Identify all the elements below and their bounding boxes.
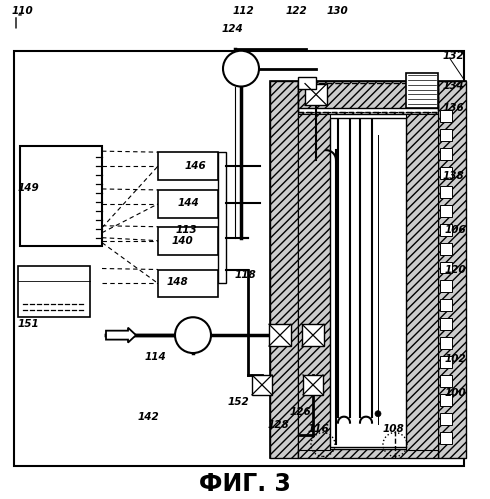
Bar	[158, 227, 218, 254]
Bar	[158, 190, 218, 218]
Bar	[303, 375, 323, 395]
Bar	[440, 224, 452, 236]
Bar	[440, 337, 452, 349]
Bar	[20, 146, 102, 246]
Bar	[440, 375, 452, 387]
Text: ФИГ. 3: ФИГ. 3	[199, 473, 291, 497]
FancyArrow shape	[106, 328, 136, 343]
Circle shape	[223, 51, 259, 86]
Text: 149: 149	[17, 183, 39, 193]
Bar	[440, 243, 452, 254]
Bar	[440, 394, 452, 406]
Bar	[440, 299, 452, 311]
Bar	[270, 80, 298, 459]
Bar	[440, 261, 452, 273]
Text: 118: 118	[234, 270, 256, 280]
Bar	[440, 280, 452, 292]
Bar	[440, 148, 452, 160]
Circle shape	[375, 411, 381, 417]
Text: 112: 112	[232, 6, 254, 16]
Bar	[440, 205, 452, 217]
Text: 142: 142	[137, 412, 159, 422]
Bar	[440, 110, 452, 122]
Text: 126: 126	[289, 407, 311, 417]
Bar	[298, 449, 438, 459]
Text: 120: 120	[444, 264, 466, 274]
Bar	[440, 186, 452, 198]
Bar	[440, 413, 452, 425]
Text: 100: 100	[444, 388, 466, 398]
Bar	[252, 375, 272, 395]
Bar	[14, 51, 464, 467]
Bar	[406, 114, 438, 451]
Bar	[158, 152, 218, 180]
Bar	[438, 80, 466, 459]
Bar	[330, 118, 406, 447]
Text: 134: 134	[442, 80, 464, 90]
Text: 138: 138	[442, 171, 464, 181]
Text: 108: 108	[382, 424, 404, 434]
Text: 152: 152	[227, 397, 249, 407]
Bar	[298, 82, 438, 112]
Bar	[270, 80, 466, 459]
Bar	[440, 356, 452, 368]
Text: 122: 122	[285, 6, 307, 16]
Text: 140: 140	[171, 236, 193, 246]
Text: 146: 146	[184, 161, 206, 171]
Bar	[158, 269, 218, 297]
Text: 124: 124	[221, 24, 243, 34]
Bar	[18, 265, 90, 317]
Circle shape	[175, 317, 211, 353]
Text: 114: 114	[144, 352, 166, 362]
Bar	[269, 324, 291, 346]
Bar	[298, 114, 436, 451]
Text: 113: 113	[175, 225, 197, 235]
Bar	[440, 318, 452, 330]
Text: 102: 102	[444, 354, 466, 364]
Bar	[298, 114, 330, 451]
Text: 144: 144	[177, 198, 199, 208]
Text: 148: 148	[166, 277, 188, 287]
Bar	[305, 83, 327, 105]
Text: 110: 110	[11, 6, 33, 16]
Bar	[440, 129, 452, 141]
Text: 130: 130	[326, 6, 348, 16]
Bar	[406, 72, 438, 108]
Bar	[440, 432, 452, 444]
Bar	[298, 76, 316, 88]
Bar	[298, 80, 438, 108]
Bar	[272, 82, 464, 112]
Text: 128: 128	[267, 420, 289, 430]
Text: 136: 136	[442, 103, 464, 113]
Bar	[440, 167, 452, 179]
Text: 106: 106	[444, 225, 466, 235]
Text: 132: 132	[442, 51, 464, 61]
Bar	[302, 324, 324, 346]
Text: 151: 151	[17, 319, 39, 329]
Bar	[218, 152, 226, 283]
Text: 116: 116	[307, 424, 329, 434]
